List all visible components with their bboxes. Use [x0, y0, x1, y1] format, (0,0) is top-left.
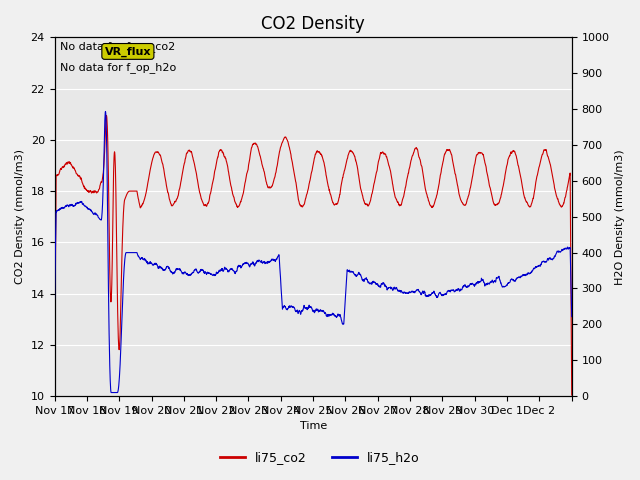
X-axis label: Time: Time [300, 421, 327, 432]
Text: No data for f_op_h2o: No data for f_op_h2o [60, 62, 176, 73]
Y-axis label: H2O Density (mmol/m3): H2O Density (mmol/m3) [615, 149, 625, 285]
Legend: li75_co2, li75_h2o: li75_co2, li75_h2o [215, 446, 425, 469]
Text: VR_flux: VR_flux [104, 46, 151, 57]
Text: No data for f_op_co2: No data for f_op_co2 [60, 41, 175, 52]
Title: CO2 Density: CO2 Density [261, 15, 365, 33]
Y-axis label: CO2 Density (mmol/m3): CO2 Density (mmol/m3) [15, 149, 25, 284]
